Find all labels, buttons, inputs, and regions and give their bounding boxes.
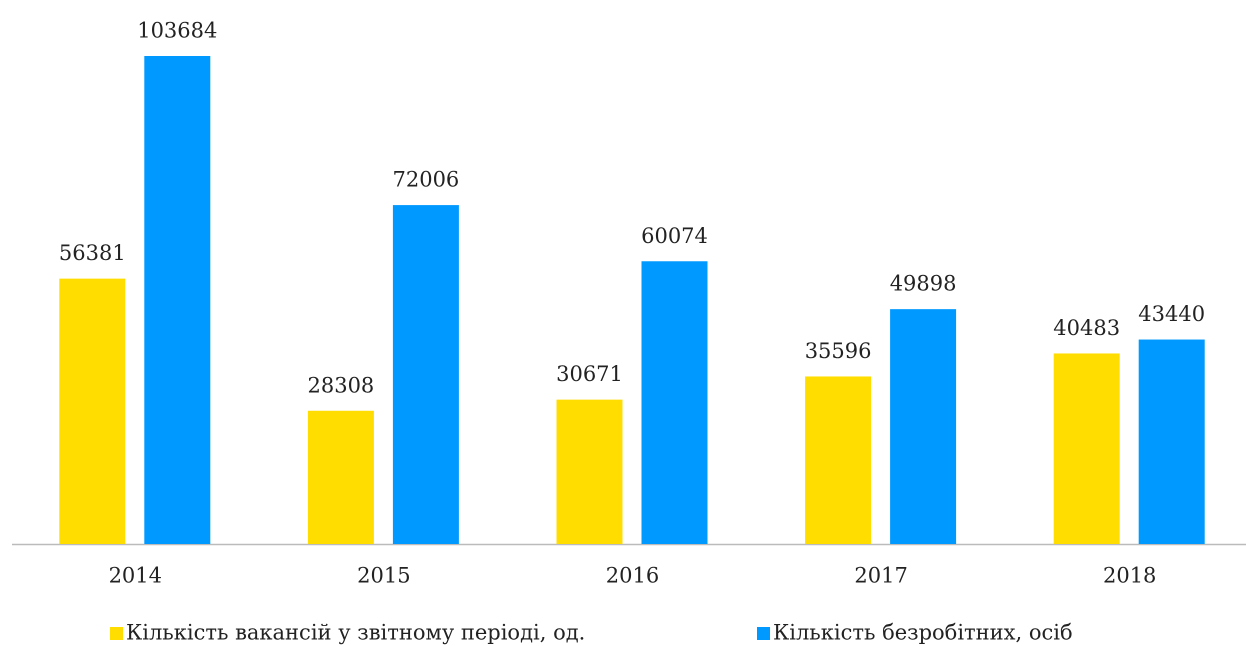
data-label: 72006 <box>392 168 459 192</box>
data-label: 103684 <box>137 19 217 43</box>
bar <box>1138 339 1205 544</box>
x-tick-label: 2017 <box>854 564 907 588</box>
legend-swatch <box>757 627 770 640</box>
bar <box>1053 353 1120 544</box>
x-tick-label: 2015 <box>357 564 410 588</box>
bar <box>805 376 872 544</box>
bar <box>59 278 126 544</box>
bar <box>641 261 708 544</box>
x-tick-label: 2016 <box>606 564 659 588</box>
bar <box>392 205 459 544</box>
x-tick-label: 2014 <box>109 564 162 588</box>
data-label: 60074 <box>641 224 708 248</box>
data-label: 28308 <box>307 373 374 397</box>
bar <box>890 309 957 544</box>
data-label: 56381 <box>59 241 126 265</box>
bar <box>307 410 374 544</box>
legend-label: Кількість безробітних, осіб <box>773 621 1073 645</box>
data-label: 30671 <box>556 362 623 386</box>
bar <box>144 56 211 544</box>
data-label: 43440 <box>1138 302 1205 326</box>
data-label: 35596 <box>805 339 872 363</box>
legend-label: Кількість вакансій у звітному періоді, о… <box>126 621 585 645</box>
x-tick-label: 2018 <box>1103 564 1156 588</box>
data-label: 49898 <box>890 272 957 296</box>
bar <box>556 399 623 544</box>
data-label: 40483 <box>1053 316 1120 340</box>
legend-swatch <box>110 627 123 640</box>
